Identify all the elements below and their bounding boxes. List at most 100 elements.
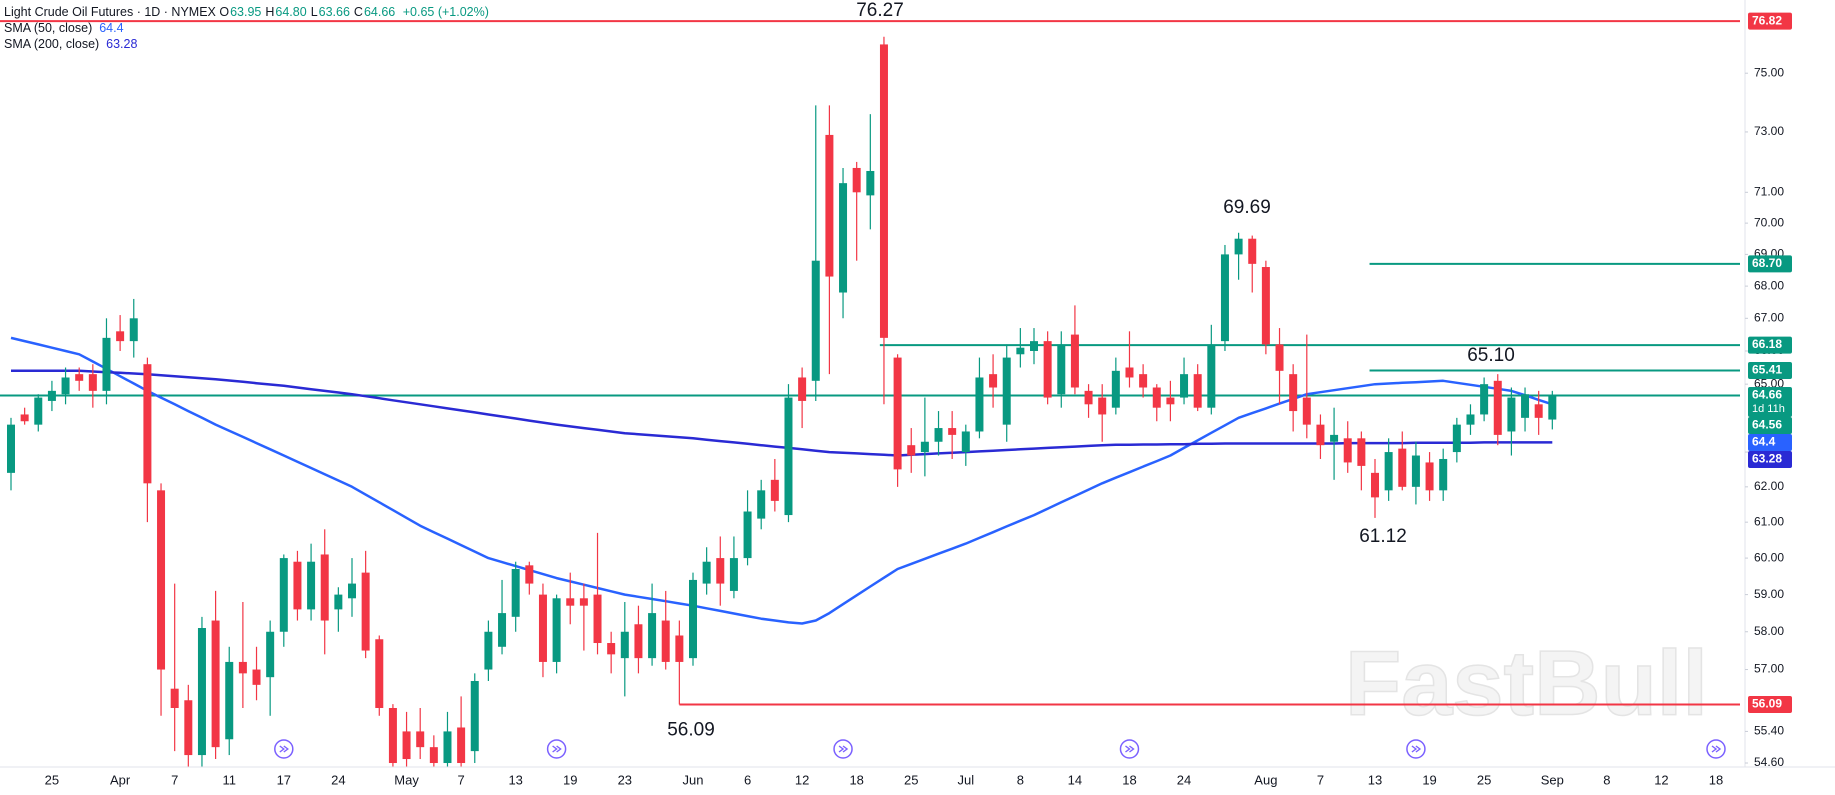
candle-body: [47, 390, 56, 401]
x-tick-label: 8: [1603, 772, 1610, 787]
instrument-title: Light Crude Oil Futures · 1D · NYMEX: [4, 5, 216, 19]
price-label: 66.18: [1752, 337, 1782, 351]
candle-body: [934, 428, 943, 442]
candle-body: [1016, 347, 1025, 355]
y-tick-label: 70.00: [1754, 215, 1784, 229]
candle-body: [1180, 374, 1189, 398]
y-tick-label: 54.60: [1754, 755, 1784, 769]
candle-body: [1220, 254, 1229, 342]
price-label: 76.82: [1752, 13, 1782, 27]
y-tick-label: 55.40: [1754, 724, 1784, 738]
candle-body: [1248, 238, 1257, 264]
candle-body: [1234, 238, 1243, 255]
candle-body: [525, 565, 534, 584]
candle-body: [593, 594, 602, 644]
price-label-box: [1748, 255, 1792, 273]
candle-body: [375, 639, 384, 709]
x-tick-label: Sep: [1541, 772, 1564, 787]
x-tick-label: 8: [1017, 772, 1024, 787]
event-icon-arrow: [552, 745, 562, 753]
x-tick-label: Apr: [110, 772, 131, 787]
indicator-legend: SMA (50, close) 64.4 SMA (200, close) 63.…: [4, 20, 493, 52]
candle-body: [402, 731, 411, 760]
y-tick-label: 71.00: [1754, 184, 1784, 198]
candle-body: [1043, 341, 1052, 398]
y-tick-label: 65.00: [1754, 376, 1784, 390]
candle-body: [1070, 334, 1079, 388]
price-label-box: [1748, 696, 1792, 714]
price-label: 63.28: [1752, 452, 1782, 466]
candle-body: [102, 337, 111, 391]
x-tick-label: 23: [618, 772, 632, 787]
x-tick-label: 13: [1368, 772, 1382, 787]
y-tick-label: 62.00: [1754, 479, 1784, 493]
candle-body: [866, 170, 875, 196]
price-label: 56.09: [1752, 697, 1782, 711]
candle-body: [798, 377, 807, 401]
candle-body: [634, 624, 643, 659]
candle-body: [1371, 472, 1379, 498]
x-tick-label: 19: [563, 772, 577, 787]
candle-body: [1466, 414, 1475, 425]
indicator-value: 64.4: [99, 21, 124, 35]
candle-body: [907, 445, 916, 456]
price-label-box: [1748, 387, 1792, 418]
candle-body: [7, 424, 15, 473]
candle-body: [675, 635, 684, 662]
price-label: 64.4: [1752, 435, 1776, 449]
candle-body: [75, 374, 84, 381]
candle-body: [20, 414, 29, 422]
candle-body: [416, 731, 425, 748]
sma-line: [11, 369, 1553, 457]
candle-body: [1521, 394, 1530, 418]
candle-body: [1261, 267, 1270, 345]
y-tick-label: 57.00: [1754, 662, 1784, 676]
candle-body: [129, 318, 138, 342]
ohlc-key: L: [310, 5, 318, 19]
x-tick-label: Jul: [957, 772, 974, 787]
indicator-value: 63.28: [106, 37, 138, 51]
candle-body: [1384, 452, 1393, 491]
candle-body: [1343, 438, 1352, 463]
candle-body: [88, 374, 97, 391]
x-tick-label: 24: [331, 772, 345, 787]
candle-body: [184, 700, 193, 756]
y-tick-label: 60.00: [1754, 550, 1784, 564]
indicator-name: SMA (50, close): [4, 21, 93, 35]
candle-body: [961, 431, 970, 453]
candle-body: [620, 631, 629, 659]
price-annotation: 76.27: [856, 0, 904, 21]
candle-body: [1125, 367, 1134, 378]
candle-body: [729, 558, 738, 591]
candle-body: [1193, 374, 1202, 408]
x-tick-label: 14: [1068, 772, 1082, 787]
x-tick-label: 17: [277, 772, 291, 787]
indicator-row: SMA (50, close) 64.4: [4, 20, 493, 36]
candle-body: [852, 167, 861, 193]
candle-body: [1152, 387, 1161, 408]
candle-body: [784, 397, 793, 516]
candle-body: [320, 554, 329, 621]
x-tick-label: 7: [458, 772, 465, 787]
candle-body: [661, 620, 670, 662]
candle-body: [1425, 462, 1434, 491]
candle-body: [920, 441, 929, 453]
candle-body: [989, 374, 998, 388]
x-tick-label: 7: [1317, 772, 1324, 787]
candle-body: [1302, 397, 1311, 425]
candle-body: [157, 490, 166, 670]
candle-body: [879, 44, 888, 338]
candle-body: [143, 364, 152, 484]
candle-body: [648, 613, 657, 659]
candle-body: [1411, 455, 1420, 487]
price-label: 68.70: [1752, 256, 1782, 270]
candle-body: [484, 631, 493, 670]
candle-body: [197, 628, 206, 756]
x-tick-label: May: [394, 772, 419, 787]
candle-body: [1330, 434, 1339, 442]
candle-body: [116, 331, 125, 342]
candle-body: [770, 479, 779, 501]
candle-body: [457, 727, 466, 764]
candle-body: [743, 511, 752, 559]
candle-body: [1452, 424, 1461, 453]
